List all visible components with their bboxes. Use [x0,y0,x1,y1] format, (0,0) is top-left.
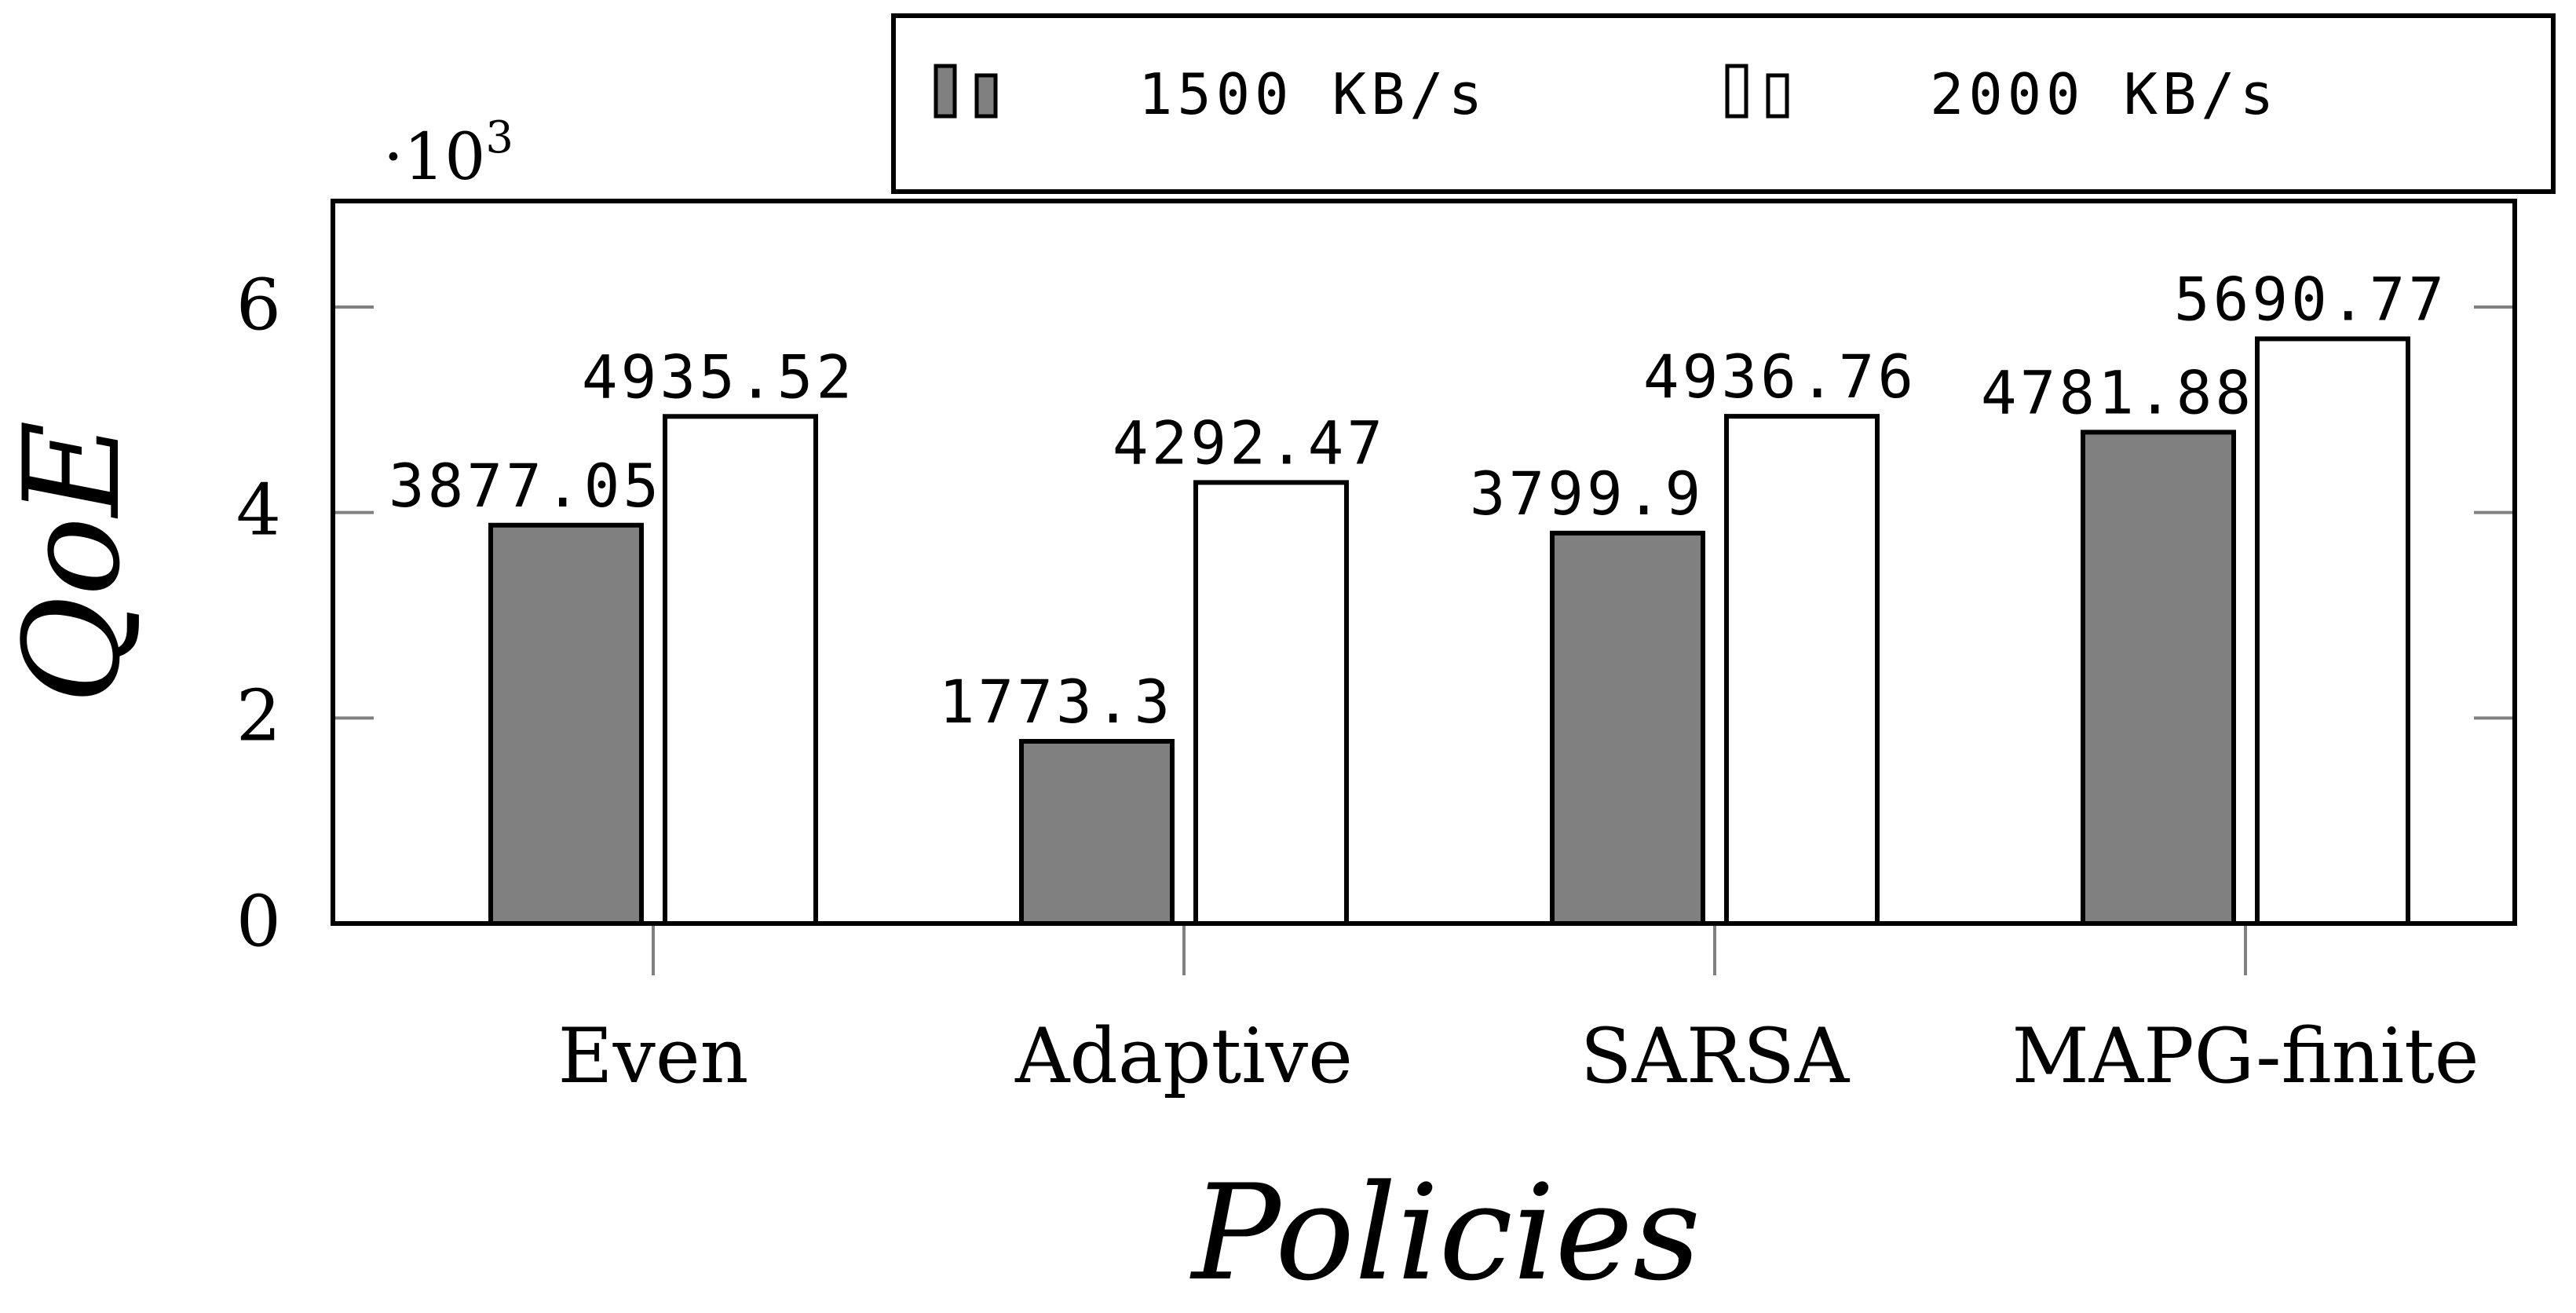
bar-2000-adaptive [1193,480,1349,926]
legend-swatch-1500-b [974,73,998,119]
bar-1500-mapg-finite [2081,430,2236,926]
y-tick-label: 4 [236,470,281,552]
bar-2000-mapg-finite [2255,336,2410,926]
y-tick-label: 6 [236,264,281,346]
x-tick-label: Adaptive [1014,1012,1353,1100]
bar-1500-adaptive [1019,738,1175,926]
y-scale-base: ·10 [383,120,485,195]
y-scale-exponent: 3 [485,112,513,163]
y-tick-label: 2 [236,675,281,757]
bars-layer [488,336,2410,927]
bar-1500-sarsa [1550,530,1705,927]
value-label: 5690.77 [2174,264,2447,334]
value-label: 4781.88 [1981,357,2254,427]
legend-swatch-1500-a [934,64,957,119]
ticks-layer [333,305,2515,975]
x-tick-label: SARSA [1580,1012,1851,1100]
bar-1500-even [488,522,644,926]
bar-2000-sarsa [1724,414,1880,926]
y-scale-multiplier: ·103 [383,112,513,195]
plot-frame [331,199,2517,926]
y-tick-label: 0 [236,880,281,963]
legend-box [891,13,2556,194]
legend-swatch-2000-a [1725,64,1748,119]
y-axis-title: QoE [0,420,149,704]
x-tick-label: Even [558,1012,749,1100]
legend-label-2000: 2000 KB/s [1930,61,2278,127]
bar-2000-even [663,414,818,926]
labels-layer: 0 2 4 6 Even Adaptive SARSA MAPG-finite 3877.05 1… [236,264,2479,1100]
legend: 1500 KB/s 2000 KB/s [891,13,2556,194]
value-label: 4292.47 [1113,408,1386,477]
legend-swatch-2000-b [1766,73,1789,119]
value-label: 3799.9 [1470,459,1705,528]
value-label: 3877.05 [389,451,662,521]
x-tick-label: MAPG-finite [2011,1012,2479,1100]
x-axis-title: Policies [1189,1156,1701,1310]
legend-label-1500: 1500 KB/s [1138,61,1487,127]
value-label: 4936.76 [1643,342,1916,411]
value-label: 1773.3 [939,667,1174,737]
value-label: 4935.52 [582,342,855,411]
